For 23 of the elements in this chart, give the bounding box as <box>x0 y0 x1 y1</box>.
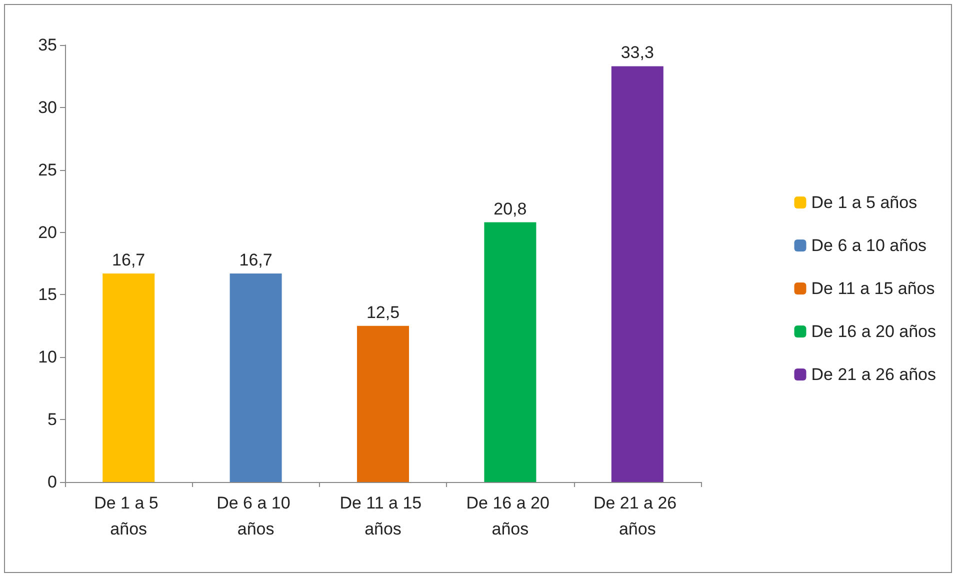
x-tick-label: De 11 a 15 años <box>340 494 426 538</box>
y-tick-label: 30 <box>38 98 57 117</box>
x-tick-label: De 16 a 20 años <box>466 494 554 538</box>
legend-label: De 1 a 5 años <box>811 193 918 212</box>
x-tick-label: De 21 a 26 años <box>593 494 682 538</box>
data-label: 20,8 <box>494 199 527 218</box>
y-tick-label: 0 <box>48 472 57 492</box>
y-tick-label: 10 <box>38 348 57 367</box>
y-tick-label: 35 <box>38 36 57 54</box>
data-label: 33,3 <box>620 43 654 62</box>
legend-label: De 16 a 20 años <box>811 322 936 341</box>
data-label: 12,5 <box>366 302 400 322</box>
legend-label: De 6 a 10 años <box>811 236 927 255</box>
data-label: 16,7 <box>112 250 146 270</box>
x-tick-label: De 6 a 10 años <box>216 494 296 538</box>
y-tick-label: 5 <box>48 410 57 430</box>
x-tick-label: De 1 a 5 años <box>94 494 164 538</box>
legend-label: De 21 a 26 años <box>811 365 936 384</box>
y-tick-label: 15 <box>38 285 57 304</box>
data-label: 16,7 <box>239 250 272 270</box>
legend-label: De 11 a 15 años <box>811 279 935 298</box>
y-tick-label: 25 <box>38 160 57 180</box>
y-tick-label: 20 <box>38 222 57 242</box>
